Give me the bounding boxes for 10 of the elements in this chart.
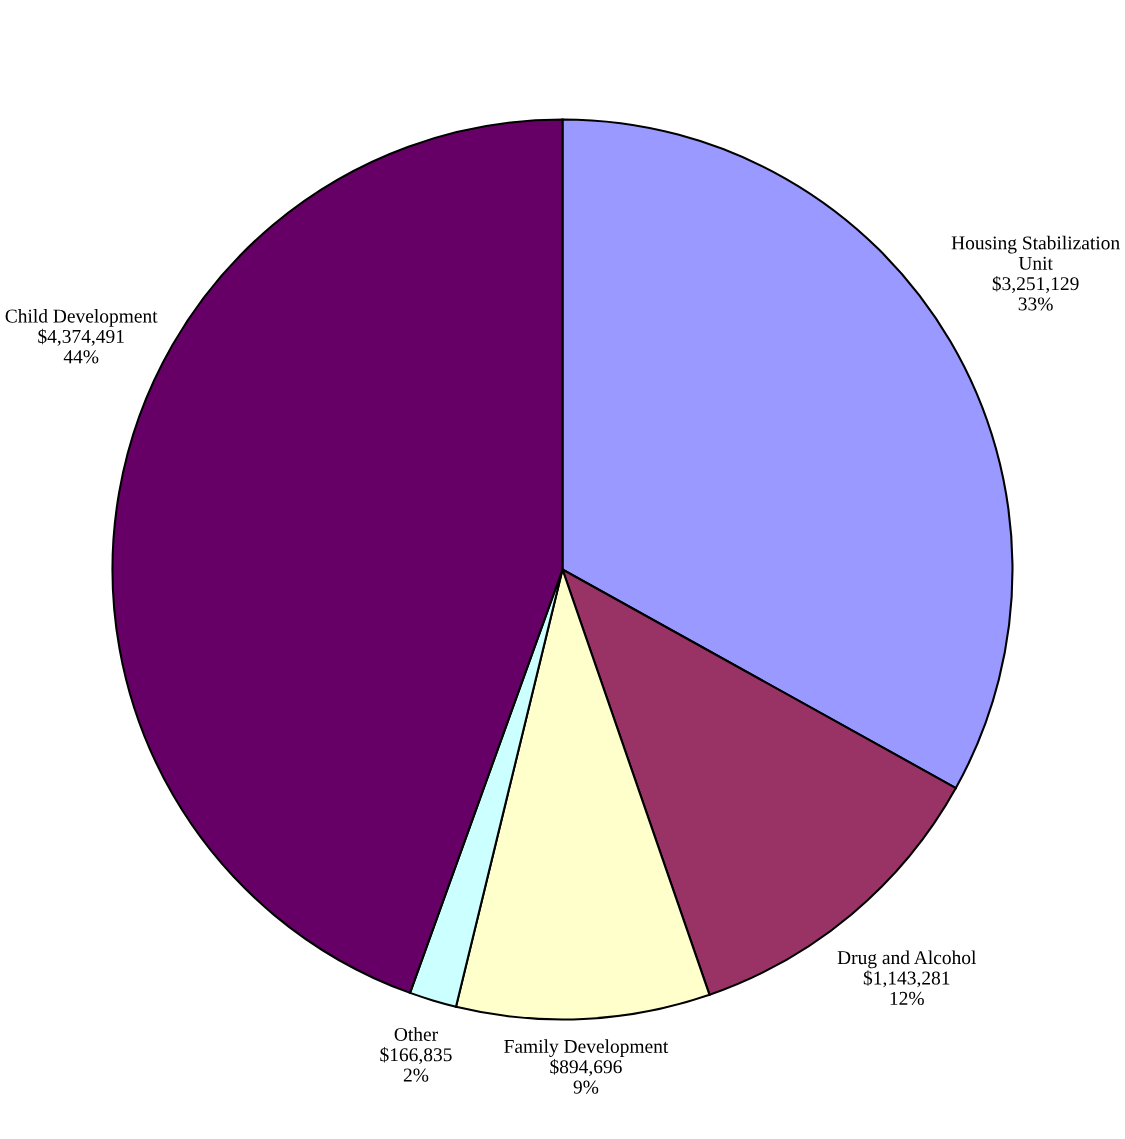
slice-label: Drug and Alcohol [837,950,977,969]
slice-label: Housing Stabilization Unit [951,235,1120,270]
data-label: $3,251,129 33% [992,275,1079,311]
data-label: $1,143,281 12% [863,970,950,1005]
data-label: $4,374,491 44% [38,328,124,364]
slice-label: Family Development [504,1039,669,1057]
data-label: $166,835 2% [380,1047,452,1082]
data-label: $894,696 9% [550,1059,622,1094]
slice-label: Child Development [5,309,158,327]
slice-label: Other [394,1027,438,1041]
